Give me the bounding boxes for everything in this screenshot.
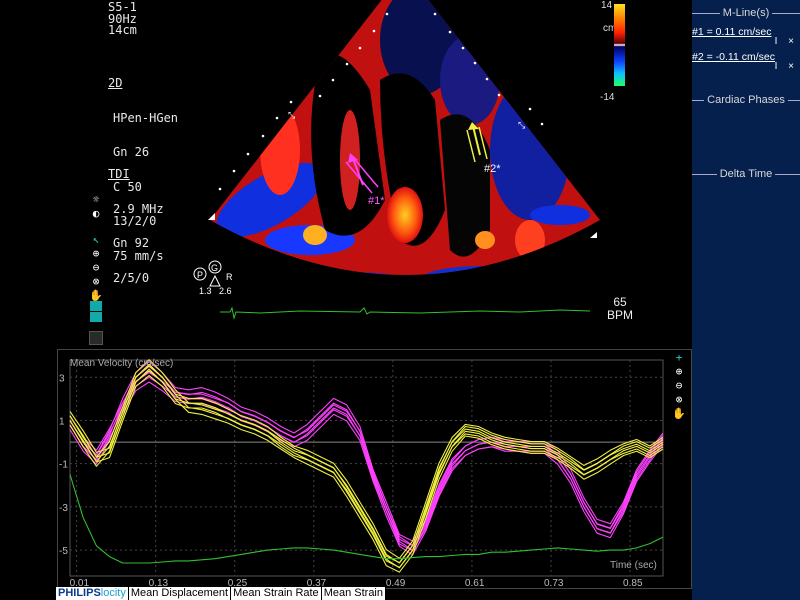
logo: PHILIPSlocity — [56, 587, 129, 600]
sector-right-marker — [590, 232, 597, 238]
twod-sweep: 75 mm/s — [113, 248, 164, 263]
cardiac-phases-header: Cardiac Phases — [692, 94, 800, 106]
tab-mean-displacement[interactable]: Mean Displacement — [128, 587, 232, 600]
x-tick-label: 0.37 — [307, 578, 327, 588]
cursor-arrow-icon[interactable]: ↖ — [92, 233, 100, 246]
delta-time-header: Delta Time — [692, 168, 800, 180]
probe-depth: 14cm — [108, 23, 137, 37]
logo-brand: PHILIPS — [58, 587, 101, 599]
sector-left-marker — [208, 213, 215, 220]
probe-frame-rate: 90Hz — [108, 11, 137, 26]
graph-zoom-reset-icon[interactable]: ⊗ — [675, 393, 683, 406]
graph-zoom-out-icon[interactable]: ⊖ — [675, 379, 683, 392]
tab-mean-strain-rate[interactable]: Mean Strain Rate — [231, 587, 322, 600]
pgr-p: P — [197, 270, 203, 280]
color-scale-min: -14 — [600, 92, 615, 103]
mline-1-controls[interactable]: I × — [774, 36, 798, 47]
graph-pan-icon[interactable]: ✋ — [672, 407, 686, 420]
cursor-marker-right: ⤡ — [518, 120, 525, 130]
twod-persist: 13/2/0 — [113, 214, 157, 228]
twod-mode: HPen-HGen — [113, 110, 179, 125]
plot-frame — [69, 359, 664, 577]
pgr-indicator: P G R 1.3 2.6 — [193, 260, 233, 296]
tdi-gain: Gn 92 — [113, 236, 150, 250]
graph-tabs: PHILIPSlocity Mean Displacement Mean Str… — [56, 587, 386, 600]
series-line-4 — [69, 359, 664, 564]
tdi-filter: 2/5/0 — [113, 270, 150, 285]
sector-view-icon[interactable] — [90, 301, 102, 311]
logo-product: locity — [100, 587, 126, 599]
zoom-in-icon[interactable]: ⊕ — [92, 247, 100, 260]
graph-tools: + ⊕ ⊖ ⊗ ✋ — [672, 351, 686, 421]
mline-header: M-Line(s) — [692, 7, 800, 19]
mline-1-label[interactable]: #1 = 0.11 cm/sec — [692, 26, 772, 38]
x-tick-label: 0.25 — [228, 578, 248, 588]
right-panel: M-Line(s) #1 = 0.11 cm/sec I × #2 = -0.1… — [692, 0, 800, 600]
contrast-icon[interactable]: ◐ — [92, 207, 100, 220]
y-tick-label: -3 — [59, 503, 68, 514]
tdi-settings: TDI 2.9 MHz Gn 92 2/5/0 — [108, 146, 164, 296]
x-tick-label: 0.61 — [465, 578, 485, 588]
roi-1-label: #1* — [368, 195, 385, 207]
roi-2-marker[interactable] — [466, 122, 488, 163]
twod-gain: Gn 26 — [113, 145, 150, 159]
series-line-3 — [69, 375, 664, 569]
ultrasound-image[interactable]: #1* #2* ⤡ ⤡ — [200, 0, 610, 330]
velocity-graph[interactable]: 0.01 0.13 0.25 0.37 0.49 0.61 0.73 0.85 3 1 -1 -3 -5… — [57, 349, 692, 589]
depth-markers — [218, 12, 544, 191]
velocity-chart[interactable]: 0.01 0.13 0.25 0.37 0.49 0.61 0.73 0.85 3 1 -1 -3 -5 — [58, 350, 691, 588]
roi-2-label: #2* — [484, 163, 501, 175]
series-line-4 — [69, 363, 664, 568]
view-tools — [89, 300, 103, 345]
color-scale-unit: cm/s — [603, 24, 624, 34]
mline-2-label[interactable]: #2 = -0.11 cm/sec — [692, 51, 775, 63]
graph-zoom-in-icon[interactable]: ⊕ — [675, 365, 683, 378]
pgr-val2: 2.6 — [219, 286, 232, 296]
heart-rate: 65 BPM — [605, 296, 635, 322]
series-line-2 — [69, 381, 664, 556]
heart-rate-unit: BPM — [606, 308, 633, 322]
mline-2-controls[interactable]: I × — [774, 61, 798, 72]
color-scale-max: 14 — [601, 0, 613, 11]
zoom-out-icon[interactable]: ⊖ — [92, 261, 100, 274]
y-tick-label: 3 — [59, 373, 65, 384]
twod-header: 2D — [108, 76, 123, 90]
roi-1-marker[interactable] — [345, 153, 379, 194]
twod-compression: C 50 — [113, 179, 142, 194]
probe-info: S5-1 90Hz 14cm — [108, 0, 137, 37]
x-tick-label: 0.01 — [70, 578, 90, 588]
heart-rate-value: 65 — [613, 295, 627, 309]
ecg-trace — [220, 306, 590, 320]
y-axis-label: Mean Velocity (cm/sec) — [70, 358, 174, 369]
tdi-freq: 2.9 MHz — [113, 201, 164, 216]
x-tick-label: 0.49 — [386, 578, 406, 588]
twod-settings: 2D HPen-HGen Gn 26 C 50 13/2/0 75 mm/s — [108, 55, 178, 274]
y-tick-label: -5 — [59, 546, 68, 557]
zoom-reset-icon[interactable]: ⊗ — [92, 275, 100, 288]
pgr-val1: 1.3 — [199, 286, 212, 296]
x-tick-label: 0.73 — [544, 578, 564, 588]
tdi-header: TDI — [108, 167, 130, 181]
x-tick-label: 0.13 — [149, 578, 169, 588]
brightness-icon[interactable]: ☼ — [92, 193, 100, 206]
cursor-marker-left: ⤡ — [288, 110, 295, 120]
grid-icon[interactable] — [89, 331, 103, 345]
image-tools: ☼ ◐ ↖ ⊕ ⊖ ⊗ ✋ — [89, 193, 103, 303]
pgr-g: G — [211, 263, 218, 273]
series-line-5 — [69, 474, 664, 564]
probe-transducer: S5-1 — [108, 0, 137, 14]
series-line-4 — [69, 368, 664, 573]
add-marker-icon[interactable]: + — [675, 351, 683, 364]
pgr-r: R — [226, 272, 233, 282]
x-tick-label: 0.85 — [623, 578, 643, 588]
color-scale-bar — [614, 4, 625, 86]
y-tick-label: 1 — [59, 416, 65, 427]
x-axis-label: Time (sec) — [610, 560, 657, 571]
tab-mean-strain[interactable]: Mean Strain — [321, 587, 386, 600]
pan-hand-icon[interactable]: ✋ — [89, 289, 103, 302]
sector-fill-icon[interactable] — [90, 312, 102, 322]
y-tick-label: -1 — [59, 460, 68, 471]
